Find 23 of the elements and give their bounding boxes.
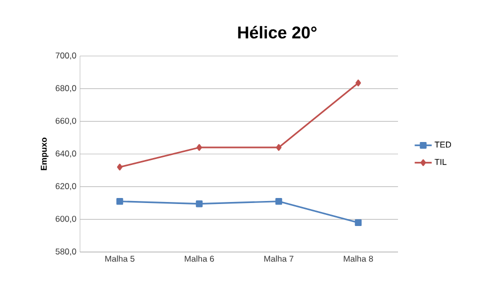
legend-label: TIL: [434, 158, 446, 165]
y-tick-label: 640,0: [56, 150, 76, 158]
point: [117, 164, 122, 170]
y-tick-label: 600,0: [56, 216, 76, 223]
point: [356, 80, 361, 86]
chart-title: Hélice 20°: [238, 26, 317, 39]
point: [196, 144, 202, 151]
y-tick-label: 660,0: [56, 118, 76, 125]
y-tick-label: 620,0: [56, 183, 76, 190]
point: [354, 219, 362, 226]
point: [196, 200, 203, 208]
point: [276, 144, 282, 151]
point: [275, 198, 282, 205]
x-tick-label: Malha 8: [344, 256, 373, 262]
y-axis-title: Empuxo: [40, 138, 48, 170]
y-tick-label: 680,0: [56, 85, 76, 92]
legend-label: TED: [434, 142, 452, 148]
x-tick-label: Malha 6: [184, 256, 214, 262]
y-tick-label: 580,0: [56, 248, 76, 256]
x-tick-label: Malha 5: [105, 256, 134, 262]
point: [116, 198, 124, 205]
x-tick-label: Malha 7: [264, 256, 294, 262]
y-tick-label: 700,0: [56, 52, 76, 60]
